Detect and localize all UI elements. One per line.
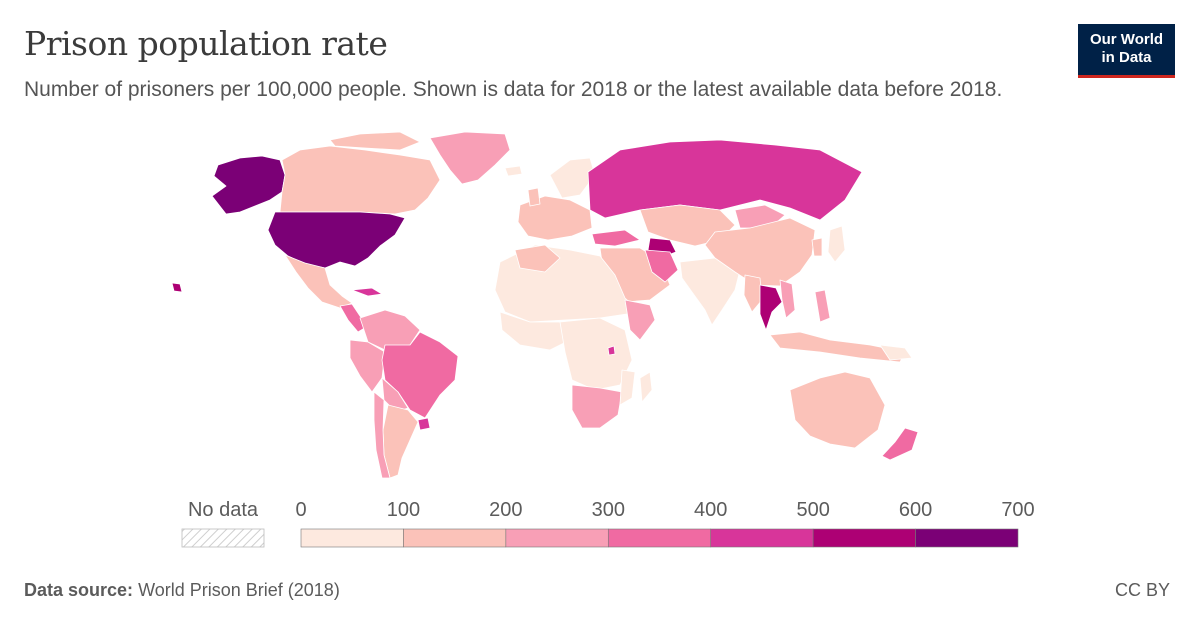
region-myanmar[interactable] [743,274,763,313]
region-rwanda[interactable] [607,345,616,356]
region-east-africa[interactable] [624,299,656,341]
license-link[interactable]: CC BY [1114,580,1170,600]
region-uruguay[interactable] [417,417,431,431]
legend-tick-5: 500 [796,499,829,521]
region-alaska[interactable] [211,155,286,215]
region-turkey[interactable] [591,229,641,247]
legend-tick-3: 300 [592,499,625,521]
region-philippines[interactable] [814,289,831,323]
logo-line-2: in Data [1101,49,1152,66]
region-west-africa[interactable] [499,311,571,351]
legend-tick-1: 100 [387,499,420,521]
legend-tick-7: 700 [1001,499,1034,521]
region-peru[interactable] [349,339,386,393]
data-source-link[interactable]: World Prison Brief (2018) [138,580,340,600]
region-korea[interactable] [811,237,823,257]
legend-bin-4[interactable] [710,528,814,548]
legend-tick-4: 400 [694,499,727,521]
region-australia[interactable] [789,371,886,449]
region-central-africa[interactable] [559,317,633,391]
region-hawaii[interactable] [171,282,183,293]
region-thailand[interactable] [759,284,783,331]
region-china[interactable] [704,217,816,287]
region-chile[interactable] [373,391,391,479]
chart-title: Prison population rate [24,24,388,63]
legend-no-data-label: No data [188,499,259,521]
region-arctic-islands[interactable] [329,131,421,151]
legend-tick-2: 200 [489,499,522,521]
legend-tick-0: 0 [295,499,306,521]
region-greenland[interactable] [429,131,511,185]
legend-no-data-swatch [181,528,265,548]
region-iceland[interactable] [504,165,523,177]
region-iran[interactable] [644,249,679,283]
region-vietnam[interactable] [779,279,796,319]
owid-logo[interactable]: Our World in Data [1078,24,1175,78]
legend-bin-6[interactable] [915,528,1019,548]
region-mozambique[interactable] [619,369,636,406]
legend-bin-5[interactable] [812,528,916,548]
region-southern-africa[interactable] [571,384,623,429]
logo-line-1: Our World [1089,31,1164,48]
chart-subtitle: Number of prisoners per 100,000 people. … [24,78,1003,101]
legend-bin-2[interactable] [505,528,609,548]
region-japan[interactable] [827,225,846,263]
data-source-label: Data source: [24,580,134,600]
legend-bin-0[interactable] [300,528,404,548]
region-cuba[interactable] [351,287,383,297]
data-source: Data source: World Prison Brief (2018) [24,580,340,601]
region-canada[interactable] [279,145,441,215]
region-mexico[interactable] [284,254,353,309]
region-russia[interactable] [587,139,863,221]
legend-bin-1[interactable] [403,528,507,548]
region-new-zealand[interactable] [881,427,919,461]
region-western-europe[interactable] [517,195,593,241]
region-madagascar[interactable] [639,371,653,403]
region-usa[interactable] [267,211,406,269]
region-uk[interactable] [527,187,541,207]
region-papua[interactable] [879,344,913,361]
legend-tick-6: 600 [899,499,932,521]
legend-bin-3[interactable] [607,528,712,548]
region-morocco-algeria[interactable] [514,244,561,273]
